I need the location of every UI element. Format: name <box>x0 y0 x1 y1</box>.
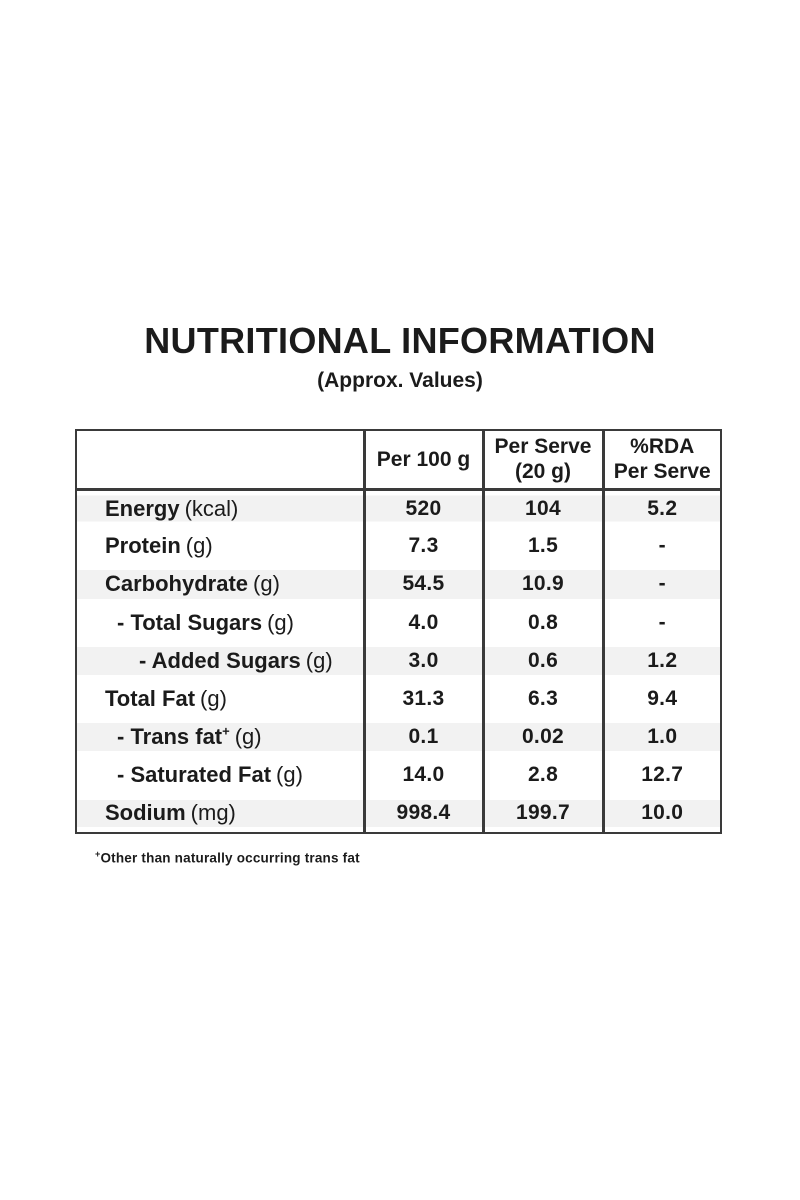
superscript-plus: + <box>222 723 230 739</box>
value-per-100g: 3.0 <box>362 641 483 680</box>
nutrient-label: - Total Sugars (g) <box>117 609 294 635</box>
table-row-trans-fat: - Trans fat+ (g) 0.1 0.02 1.0 <box>76 718 721 757</box>
value-rda: - <box>601 603 721 642</box>
footnote-superscript-plus: + <box>95 849 101 859</box>
value-rda: 10.0 <box>601 794 721 833</box>
value-per-serve: 6.3 <box>481 679 603 719</box>
table-row-total-fat: Total Fat (g) 31.3 6.3 9.4 <box>76 679 721 719</box>
nutrient-label: Carbohydrate (g) <box>76 565 364 604</box>
nutrient-label: Energy (kcal) <box>76 489 364 528</box>
page-subtitle: (Approx. Values) <box>317 369 483 392</box>
value-per-100g: 0.1 <box>362 718 483 757</box>
value-per-100g: 14.0 <box>362 756 483 795</box>
value-rda: 1.2 <box>601 641 721 680</box>
column-header-rda: %RDA Per Serve <box>601 430 721 491</box>
value-rda: 5.2 <box>601 489 721 528</box>
value-per-100g: 54.5 <box>362 565 483 604</box>
value-rda: 1.0 <box>601 718 721 757</box>
column-header-blank <box>76 430 364 491</box>
value-per-serve: 2.8 <box>481 756 603 795</box>
table-row-protein: Protein (g) 7.3 1.5 - <box>76 527 721 566</box>
value-per-serve: 0.8 <box>481 603 603 642</box>
value-per-100g: 520 <box>362 489 483 528</box>
table-row-total-sugars: - Total Sugars (g) 4.0 0.8 - <box>76 603 721 642</box>
nutrient-label: Sodium (mg) <box>76 794 364 833</box>
value-rda: 9.4 <box>601 679 721 719</box>
table-row-energy: Energy (kcal) 520 104 5.2 <box>76 489 721 528</box>
table-row-added-sugars: - Added Sugars (g) 3.0 0.6 1.2 <box>76 641 721 680</box>
table-row-saturated-fat: - Saturated Fat (g) 14.0 2.8 12.7 <box>76 756 721 795</box>
nutrient-label: Protein (g) <box>105 533 213 559</box>
value-per-serve: 1.5 <box>481 527 603 566</box>
nutrient-label: - Trans fat+ (g) <box>76 718 364 757</box>
header-row: Per 100 g Per Serve (20 g) %RDA Per Serv… <box>76 430 721 491</box>
table-row-sodium: Sodium (mg) 998.4 199.7 10.0 <box>76 794 721 833</box>
value-per-100g: 7.3 <box>362 527 483 566</box>
value-per-serve: 0.6 <box>481 641 603 680</box>
value-rda: 12.7 <box>601 756 721 795</box>
value-per-serve: 199.7 <box>481 794 603 833</box>
column-header-per-100g: Per 100 g <box>362 430 483 491</box>
column-header-per-serve: Per Serve (20 g) <box>481 430 603 491</box>
footnote: +Other than naturally occurring trans fa… <box>95 849 360 866</box>
footnote-text: Other than naturally occurring trans fat <box>100 850 360 866</box>
nutrient-label: - Added Sugars (g) <box>76 641 364 680</box>
table-row-carbohydrate: Carbohydrate (g) 54.5 10.9 - <box>76 565 721 604</box>
value-rda: - <box>601 565 721 604</box>
value-per-serve: 104 <box>481 489 603 528</box>
value-per-serve: 10.9 <box>481 565 603 604</box>
nutrient-label: - Saturated Fat (g) <box>117 762 303 788</box>
nutrient-label: Total Fat (g) <box>105 686 227 712</box>
value-per-100g: 31.3 <box>362 679 483 719</box>
value-rda: - <box>601 527 721 566</box>
page-title: NUTRITIONAL INFORMATION <box>144 320 656 361</box>
value-per-100g: 4.0 <box>362 603 483 642</box>
nutrition-table: Per 100 g Per Serve (20 g) %RDA Per Serv… <box>75 429 722 834</box>
value-per-100g: 998.4 <box>362 794 483 833</box>
value-per-serve: 0.02 <box>481 718 603 757</box>
